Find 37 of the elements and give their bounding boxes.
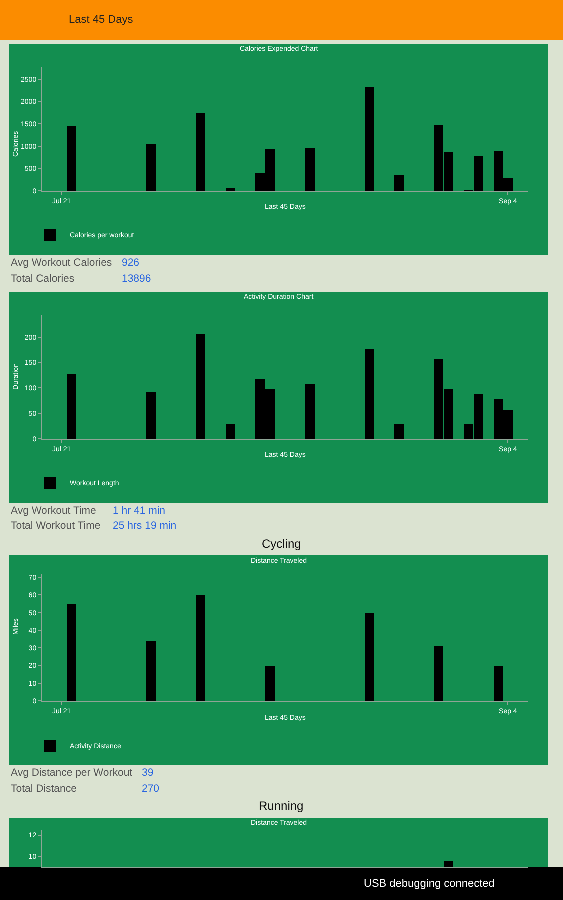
bar [394, 424, 404, 439]
bar [196, 334, 205, 439]
bar [394, 175, 404, 191]
text: 1 hr 41 min [113, 505, 166, 517]
bar [305, 148, 315, 191]
text: 13896 [122, 273, 152, 285]
bar [146, 392, 156, 439]
text: USB debugging connected [364, 878, 495, 890]
bar [67, 604, 76, 701]
bar [196, 595, 205, 701]
bar [67, 374, 76, 439]
text: Total Distance [11, 783, 78, 795]
bar [265, 666, 275, 701]
text: 926 [122, 257, 140, 269]
bar [434, 646, 443, 701]
text: Running [259, 799, 304, 813]
bar [146, 144, 156, 191]
text: 25 hrs 19 min [113, 520, 177, 532]
bar [494, 666, 503, 701]
text: 270 [142, 783, 160, 795]
bar [196, 113, 205, 191]
text: Total Calories [11, 273, 75, 285]
bar [67, 126, 76, 191]
bar [305, 384, 315, 439]
text: Total Workout Time [11, 520, 101, 532]
text: Cycling [262, 537, 302, 551]
text: Avg Distance per Workout [11, 767, 133, 779]
bar [365, 613, 374, 701]
text: 39 [142, 767, 154, 779]
text: Avg Workout Calories [11, 257, 112, 269]
bar [365, 87, 374, 191]
bar [226, 188, 235, 191]
text: Last 45 Days [69, 14, 134, 26]
text: Avg Workout Time [11, 505, 97, 517]
bar [226, 424, 235, 439]
bar [146, 641, 156, 701]
bar [365, 349, 374, 439]
